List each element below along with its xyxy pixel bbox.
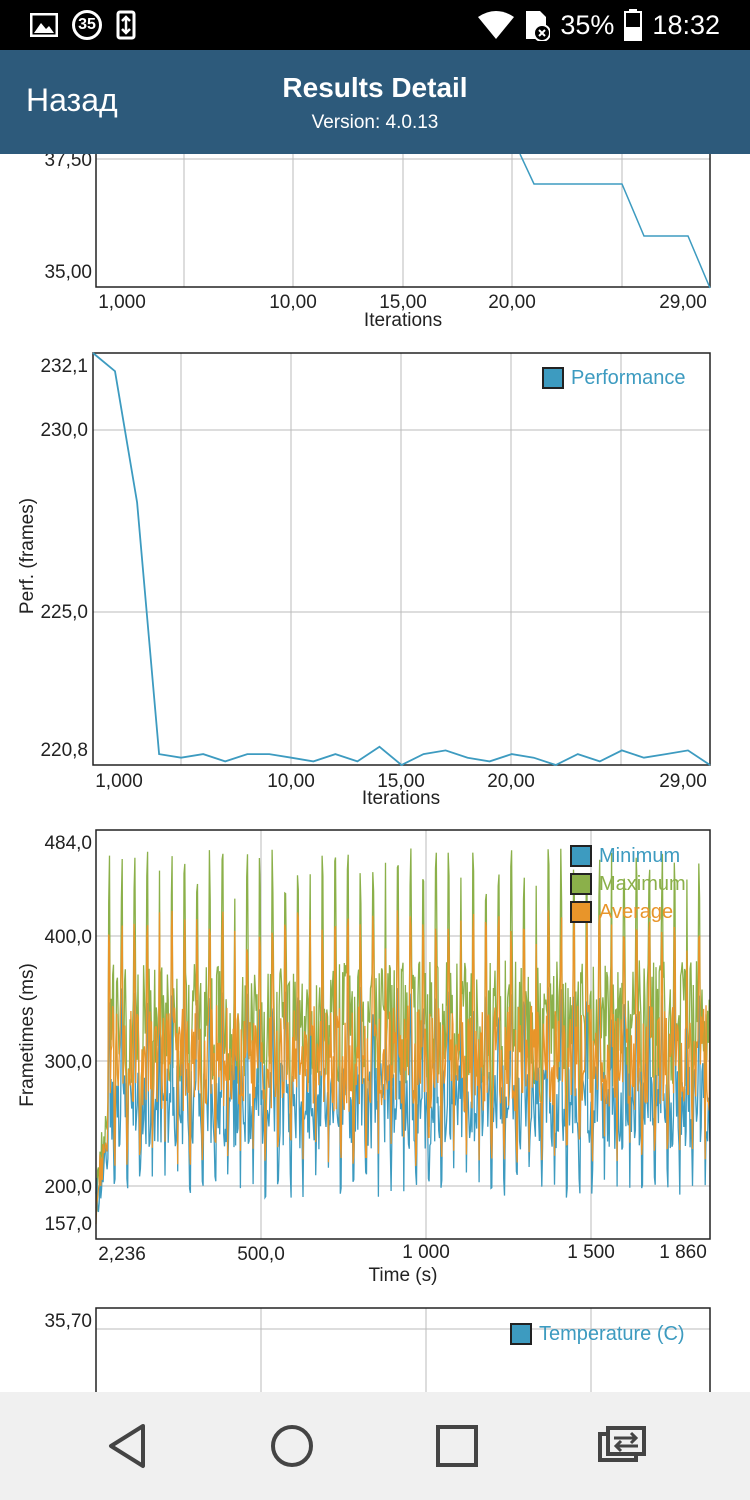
- chart1-xtick-1: 10,00: [267, 771, 315, 792]
- chart0-series-line: [519, 154, 711, 289]
- chart0-frame: [95, 154, 711, 288]
- chart2-ytick-0: 484,0: [44, 833, 92, 854]
- system-nav-bar: [0, 1392, 750, 1500]
- chart0-xtick-3: 20,00: [488, 292, 536, 313]
- results-scroll-area[interactable]: 37,50 35,00 1,000 10,00 15,00 20,00 29,0…: [0, 154, 750, 1392]
- chart0-ytick-0: 37,50: [44, 154, 92, 171]
- switch-sim-icon[interactable]: [592, 1416, 652, 1476]
- app-bar: Назад Results Detail Version: 4.0.13: [0, 50, 750, 154]
- chart2-legend-swatch-average: [570, 901, 592, 923]
- sim-icon: [526, 11, 551, 41]
- charts-canvas: 37,50 35,00 1,000 10,00 15,00 20,00 29,0…: [17, 154, 711, 1392]
- chart1-xtick-0: 1,000: [95, 771, 143, 792]
- chart1-xlabel: Iterations: [362, 788, 440, 809]
- image-icon: [30, 13, 58, 37]
- chart2-legend-swatch-maximum: [570, 873, 592, 895]
- chart2-ytick-4: 157,0: [44, 1214, 92, 1235]
- clock: 18:32: [652, 9, 720, 40]
- chart3-legend-temperature: Temperature (C): [539, 1323, 685, 1345]
- chart2-xtick-1: 500,0: [237, 1244, 285, 1265]
- chart2-xtick-0: 2,236: [98, 1244, 146, 1265]
- back-triangle-icon[interactable]: [97, 1416, 157, 1476]
- home-circle-icon[interactable]: [262, 1416, 322, 1476]
- chart0-xtick-4: 29,00: [659, 292, 707, 313]
- chart2-ytick-1: 400,0: [44, 927, 92, 948]
- back-button[interactable]: Назад: [26, 82, 118, 118]
- chart1-ytick-0: 232,1: [40, 356, 88, 377]
- recents-square-icon[interactable]: [427, 1416, 487, 1476]
- chart-performance: 232,1 230,0 225,0 220,8 Perf. (frames) 1…: [17, 352, 711, 809]
- badge-35-icon: 35: [72, 10, 102, 40]
- usb-icon: [116, 10, 136, 40]
- chart-temperature: 35,70 Temperature (C): [44, 1307, 711, 1392]
- chart3-frame: [95, 1307, 711, 1392]
- version-label: Version: 4.0.13: [311, 112, 439, 133]
- chart2-legend-minimum: Minimum: [599, 845, 680, 867]
- chart1-legend-swatch-performance: [542, 367, 564, 389]
- chart1-ytick-3: 220,8: [40, 740, 88, 761]
- chart1-xtick-4: 29,00: [659, 771, 707, 792]
- status-bar: 35 35% 18:32: [0, 0, 750, 50]
- chart0-ytick-1: 35,00: [44, 262, 92, 283]
- chart1-xtick-2: 15,00: [377, 771, 425, 792]
- chart-temperature-partial: 37,50 35,00 1,000 10,00 15,00 20,00 29,0…: [44, 154, 711, 331]
- chart0-xlabel: Iterations: [364, 310, 442, 331]
- chart2-xtick-2: 1 000: [402, 1242, 450, 1263]
- chart1-ytick-1: 230,0: [40, 420, 88, 441]
- battery-percent: 35%: [560, 9, 615, 40]
- chart3-legend-swatch-temperature: [510, 1323, 532, 1345]
- chart1-xtick-3: 20,00: [487, 771, 535, 792]
- chart2-legend-swatch-minimum: [570, 845, 592, 867]
- chart0-xtick-0: 1,000: [98, 292, 146, 313]
- chart1-ytick-2: 225,0: [40, 602, 88, 623]
- chart2-xtick-3: 1 500: [567, 1242, 615, 1263]
- chart2-xtick-4: 1 860: [659, 1242, 707, 1263]
- battery-icon: [624, 9, 643, 41]
- chart2-legend-maximum: Maximum: [599, 873, 686, 895]
- chart1-series-performance: [92, 352, 711, 767]
- chart0-xtick-1: 10,00: [269, 292, 317, 313]
- chart2-ytick-3: 200,0: [44, 1177, 92, 1198]
- chart2-frame: [95, 829, 711, 1240]
- chart0-xtick-2: 15,00: [379, 292, 427, 313]
- chart1-ylabel: Perf. (frames): [17, 498, 38, 614]
- page-title: Results Detail: [282, 72, 468, 103]
- chart2-ylabel: Frametimes (ms): [17, 963, 38, 1107]
- chart-frametimes: 484,0 400,0 300,0 200,0 157,0 Frametimes…: [17, 829, 711, 1286]
- chart1-legend-performance: Performance: [571, 367, 686, 389]
- chart3-ytick-0: 35,70: [44, 1311, 92, 1332]
- chart2-legend-average: Average: [599, 901, 673, 923]
- chart2-xlabel: Time (s): [369, 1265, 438, 1286]
- chart2-series-average: [95, 910, 711, 1225]
- wifi-icon: [478, 11, 515, 39]
- chart2-ytick-2: 300,0: [44, 1052, 92, 1073]
